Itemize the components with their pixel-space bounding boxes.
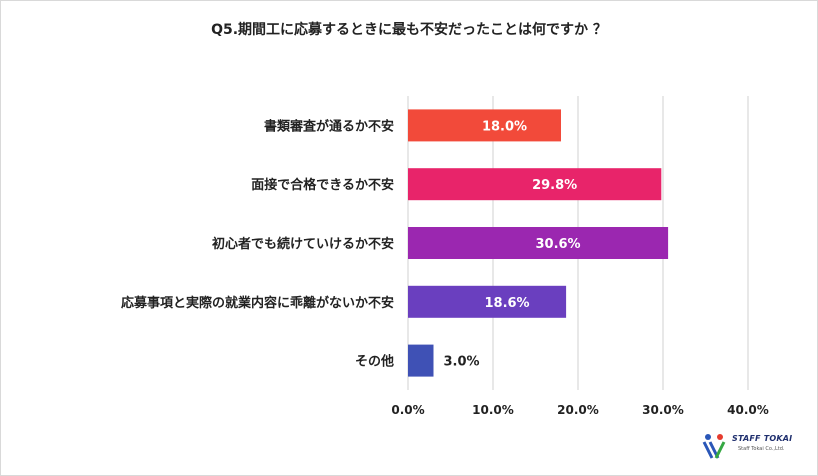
bar — [408, 344, 434, 377]
data-label: 30.6% — [535, 237, 580, 252]
category-label: 面接で合格できるか不安 — [251, 177, 394, 193]
x-tick-label: 20.0% — [557, 403, 599, 417]
bars — [408, 109, 669, 377]
data-label: 3.0% — [444, 355, 480, 370]
data-label: 18.0% — [482, 119, 527, 134]
x-axis-ticks: 0.0% 10.0% 20.0% 30.0% 40.0% — [391, 403, 768, 417]
x-tick-label: 40.0% — [727, 403, 769, 417]
data-label: 18.6% — [484, 296, 529, 311]
bar-chart: 書類審査が通るか不安面接で合格できるか不安初心者でも続けていけるか不安応募事項と… — [121, 96, 769, 417]
category-label: 初心者でも続けていけるか不安 — [212, 236, 394, 252]
logo-subtitle: Staff Tokai Co.,Ltd. — [738, 446, 785, 452]
bar — [408, 109, 561, 142]
x-tick-label: 10.0% — [472, 403, 514, 417]
chart-title: Q5.期間工に応募するときに最も不安だったことは何ですか ？ — [211, 22, 607, 38]
category-label: 応募事項と実際の就業内容に乖離がないか不安 — [121, 295, 394, 311]
bar — [408, 227, 669, 259]
data-label: 29.8% — [532, 178, 577, 193]
category-labels: 書類審査が通るか不安面接で合格できるか不安初心者でも続けていけるか不安応募事項と… — [121, 118, 394, 369]
x-tick-label: 30.0% — [642, 403, 684, 417]
category-label: 書類審査が通るか不安 — [264, 118, 394, 134]
value-labels: 18.0% 29.8% 30.6% 18.6% 3.0% — [444, 119, 581, 369]
bar — [408, 168, 662, 201]
category-label: その他 — [355, 354, 394, 370]
x-tick-label: 0.0% — [391, 403, 424, 417]
staff-tokai-logo — [702, 434, 726, 459]
logo-name: STAFF TOKAI — [732, 434, 793, 443]
bar — [408, 285, 567, 318]
